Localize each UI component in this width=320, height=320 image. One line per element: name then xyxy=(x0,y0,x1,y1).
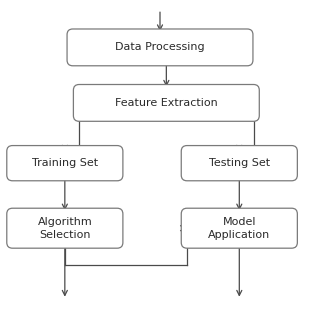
FancyBboxPatch shape xyxy=(7,208,123,248)
FancyBboxPatch shape xyxy=(181,146,297,181)
Text: Testing Set: Testing Set xyxy=(209,158,270,168)
Text: Feature Extraction: Feature Extraction xyxy=(115,98,218,108)
Text: Model
Application: Model Application xyxy=(208,217,270,240)
Text: Data Processing: Data Processing xyxy=(115,42,205,52)
FancyBboxPatch shape xyxy=(67,29,253,66)
FancyBboxPatch shape xyxy=(73,84,259,121)
FancyBboxPatch shape xyxy=(7,146,123,181)
FancyBboxPatch shape xyxy=(181,208,297,248)
Text: Algorithm
Selection: Algorithm Selection xyxy=(37,217,92,240)
Text: Training Set: Training Set xyxy=(32,158,98,168)
